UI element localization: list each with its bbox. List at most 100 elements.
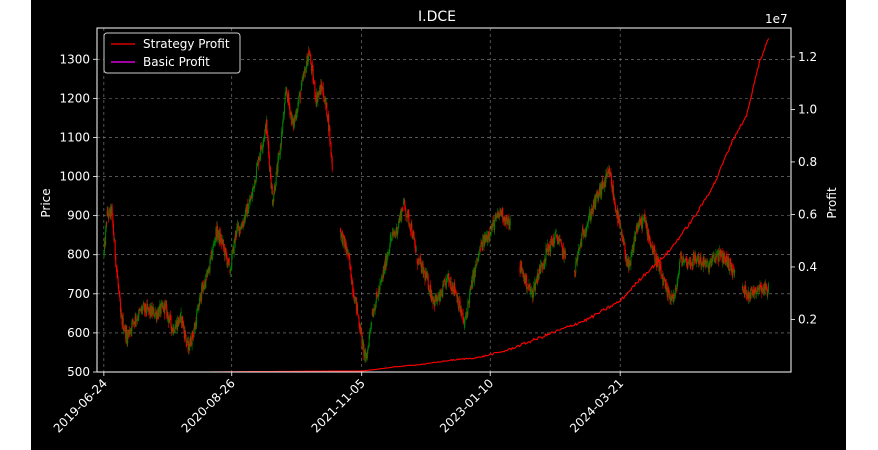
candle-body-up: [388, 251, 390, 254]
candle-body-down: [339, 231, 341, 232]
candle-body-up: [666, 287, 668, 294]
candle-body-up: [123, 329, 125, 331]
candle-body-up: [408, 223, 410, 225]
candle-body-down: [351, 278, 353, 285]
candle-body-down: [261, 148, 263, 150]
candle-body-up: [211, 253, 213, 260]
candle-body-up: [255, 178, 257, 184]
candle-body-up: [300, 90, 302, 92]
candle-body-up: [110, 206, 112, 216]
candle-body-down: [188, 341, 190, 351]
candle-body-down: [520, 264, 522, 267]
candle-body-down: [155, 311, 157, 320]
candle-body-up: [206, 274, 208, 277]
candle-body-down: [329, 127, 331, 142]
candle-body-up: [665, 283, 667, 288]
candle-body-up: [242, 221, 244, 228]
candle-body-down: [487, 235, 489, 239]
y-tick-label: 700: [67, 287, 90, 301]
candle-body-down: [343, 235, 345, 243]
candle-body-up: [144, 303, 146, 312]
candle-body-up: [530, 290, 532, 292]
chart-title: I.DCE: [418, 9, 456, 25]
candle-body-up: [490, 233, 492, 237]
candle-body-up: [701, 263, 703, 266]
candle-body-up: [469, 292, 471, 304]
candle-body-down: [605, 173, 607, 177]
candle-body-up: [663, 277, 665, 279]
candle-body-up: [125, 329, 127, 339]
candle-body-up: [544, 258, 546, 264]
candle-body-up: [196, 310, 198, 314]
candle-body-down: [349, 258, 351, 266]
candle-body-up: [612, 185, 614, 193]
candle-body-up: [677, 275, 679, 278]
candle-body-down: [450, 281, 452, 290]
candle-body-up: [435, 295, 437, 302]
candle-body-up: [674, 288, 676, 297]
candle-body-down: [125, 326, 127, 339]
candle-body-up: [155, 311, 157, 314]
candle-body-down: [204, 281, 206, 288]
candle-body-up: [550, 239, 552, 252]
candle-body-up: [172, 326, 174, 333]
y-tick-label: 1000: [59, 170, 90, 184]
candle-body-down: [366, 357, 368, 359]
candle-body-up: [533, 286, 535, 294]
candle-body-down: [498, 215, 500, 217]
candle-body-down: [319, 87, 321, 95]
right-y-tick-label: 0.2: [798, 312, 817, 326]
candle-body-down: [728, 257, 730, 271]
candle-body-down: [764, 285, 766, 290]
candle-body-up: [691, 262, 693, 266]
candle-body-down: [382, 276, 384, 278]
candle-body-down: [471, 282, 473, 288]
candle-body-down: [158, 309, 160, 317]
candle-body-down: [481, 243, 483, 250]
candle-body-up: [558, 239, 560, 242]
candle-body-down: [607, 171, 609, 174]
candle-body-down: [229, 270, 231, 273]
candle-body-down: [270, 167, 271, 179]
candle-body-down: [223, 246, 225, 248]
candle-body-up: [473, 267, 475, 282]
candle-body-down: [632, 244, 634, 252]
candle-body-down: [730, 263, 732, 272]
candle-body-up: [577, 250, 579, 255]
candle-body-up: [732, 269, 734, 275]
candle-body-down: [312, 65, 314, 70]
candle-body-up: [423, 270, 425, 274]
candle-body-down: [177, 319, 179, 326]
candle-body-down: [762, 288, 764, 289]
candle-body-up: [397, 226, 399, 230]
candle-body-up: [581, 229, 583, 236]
candle-body-down: [654, 250, 656, 261]
candle-body-up: [755, 292, 757, 294]
candle-body-down: [357, 304, 359, 314]
candle-body-up: [271, 185, 273, 189]
candle-body-down: [561, 243, 563, 247]
candle-body-up: [579, 244, 581, 249]
candle-body-down: [306, 55, 308, 66]
candle-body-up: [254, 180, 256, 189]
candle-body-up: [702, 256, 704, 268]
candle-body-down: [118, 286, 120, 292]
candle-body-down: [289, 106, 291, 115]
candle-body-down: [321, 86, 323, 90]
y-tick-label: 500: [67, 365, 90, 379]
candle-body-down: [664, 280, 666, 288]
right-y-tick-label: 0.8: [798, 155, 817, 169]
candle-body-down: [521, 266, 523, 271]
candle-body-down: [749, 295, 751, 298]
candle-body-down: [404, 205, 406, 211]
candle-body-up: [142, 303, 144, 309]
candle-body-down: [700, 257, 702, 266]
candle-body-down: [454, 282, 456, 292]
candle-body-down: [352, 281, 354, 293]
candle-body-up: [158, 307, 160, 317]
candle-body-up: [505, 216, 507, 225]
candle-body-up: [731, 264, 733, 272]
legend-label-basic: Basic Profit: [143, 55, 210, 69]
candle-body-up: [371, 322, 373, 326]
candle-body-up: [221, 241, 223, 243]
